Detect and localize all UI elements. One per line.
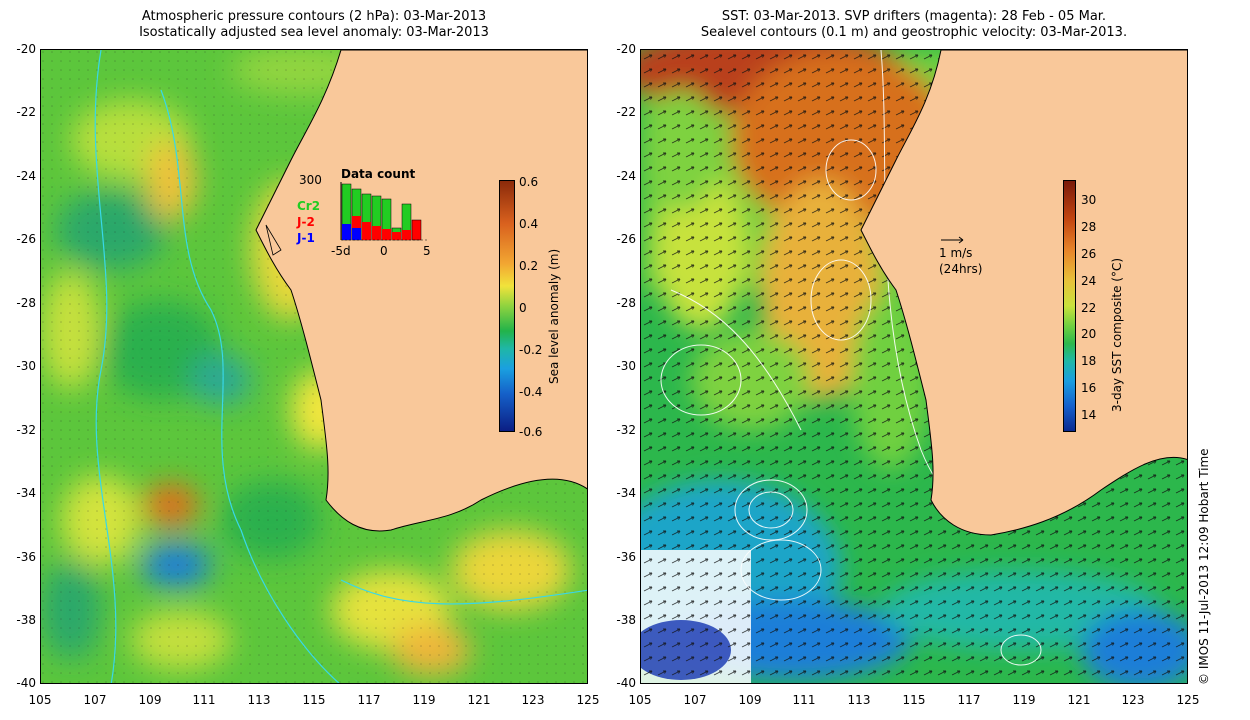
sla-colorbar-label: Sea level anomaly (m) <box>547 248 561 384</box>
land-mass-right <box>860 50 1187 536</box>
left-title-line2: Isostatically adjusted sea level anomaly… <box>139 25 489 40</box>
lon-tick: 115 <box>902 693 926 707</box>
lat-tick: -24 <box>16 169 36 183</box>
lon-tick: 117 <box>957 693 981 707</box>
sst-colorbar <box>1063 180 1076 432</box>
lon-tick: 117 <box>357 693 381 707</box>
sst-tick: 14 <box>1081 408 1097 422</box>
lon-tick: 113 <box>247 693 271 707</box>
lat-tick: -30 <box>616 359 636 373</box>
sst-field <box>641 50 1187 683</box>
lon-tick: 123 <box>521 693 545 707</box>
legend-j2: J-2 <box>297 215 315 229</box>
lon-tick: 115 <box>302 693 326 707</box>
sea-level-colorbar <box>499 180 515 432</box>
lat-tick: -36 <box>616 550 636 564</box>
sla-tick: 0.2 <box>519 259 539 273</box>
lon-tick: 113 <box>847 693 871 707</box>
sst-tick: 18 <box>1081 354 1097 368</box>
lat-tick: -40 <box>616 676 636 690</box>
lat-tick: -22 <box>16 105 36 119</box>
lon-tick: 125 <box>576 693 600 707</box>
lat-tick: -28 <box>616 296 636 310</box>
lon-tick: 125 <box>1176 693 1200 707</box>
sla-tick: -0.6 <box>519 425 543 439</box>
lat-tick: -36 <box>16 550 36 564</box>
right-panel-title: SST: 03-Mar-2013. SVP drifters (magenta)… <box>640 9 1188 41</box>
sst-colorbar-label: 3-day SST composite (°C) <box>1110 257 1124 412</box>
lon-tick: 109 <box>138 693 162 707</box>
lat-tick: -22 <box>616 105 636 119</box>
lat-tick: -26 <box>616 232 636 246</box>
data-count-title: Data count <box>341 167 416 181</box>
lon-tick: 121 <box>467 693 491 707</box>
sst-tick: 26 <box>1081 247 1097 261</box>
lon-tick: 123 <box>1121 693 1145 707</box>
sla-tick: 0.4 <box>519 217 539 231</box>
hist-tick-5: 5 <box>423 244 431 258</box>
sst-tick: 30 <box>1081 193 1097 207</box>
lon-tick: 119 <box>412 693 436 707</box>
sst-tick: 20 <box>1081 327 1097 341</box>
lon-tick: 111 <box>792 693 816 707</box>
lon-tick: 107 <box>683 693 707 707</box>
left-title-line1: Atmospheric pressure contours (2 hPa): 0… <box>141 9 487 24</box>
lat-tick: -40 <box>16 676 36 690</box>
data-count-max-label: 300 <box>299 173 322 187</box>
lon-tick: 107 <box>83 693 107 707</box>
lat-tick: -20 <box>616 42 636 56</box>
left-panel-title: Atmospheric pressure contours (2 hPa): 0… <box>40 9 588 41</box>
lat-tick: -32 <box>616 423 636 437</box>
lat-tick: -38 <box>616 613 636 627</box>
histogram-bars <box>341 183 422 241</box>
legend-j1: J-1 <box>297 231 315 245</box>
hist-tick-minus5d: -5d <box>331 244 351 258</box>
lon-tick: 105 <box>628 693 652 707</box>
sst-map: 1 m/s (24hrs) <box>640 49 1188 684</box>
lon-tick: 105 <box>28 693 52 707</box>
lat-tick: -28 <box>16 296 36 310</box>
sla-tick: -0.4 <box>519 385 543 399</box>
scale-arrow-period: (24hrs) <box>939 262 983 276</box>
lat-tick: -38 <box>16 613 36 627</box>
sst-tick: 24 <box>1081 274 1097 288</box>
lon-tick: 121 <box>1067 693 1091 707</box>
lat-tick: -20 <box>16 42 36 56</box>
hist-tick-0: 0 <box>380 244 388 258</box>
sst-tick: 16 <box>1081 381 1097 395</box>
scale-arrow <box>941 236 964 244</box>
sla-tick: -0.2 <box>519 343 543 357</box>
right-title-line2: Sealevel contours (0.1 m) and geostrophi… <box>700 25 1128 40</box>
lon-tick: 109 <box>738 693 762 707</box>
lon-tick: 119 <box>1012 693 1036 707</box>
scale-arrow-speed: 1 m/s <box>939 246 973 260</box>
lat-tick: -26 <box>16 232 36 246</box>
right-title-line1: SST: 03-Mar-2013. SVP drifters (magenta)… <box>721 9 1107 24</box>
data-count-histogram <box>340 182 428 241</box>
lon-tick: 111 <box>192 693 216 707</box>
sst-tick: 22 <box>1081 301 1097 315</box>
sst-tick: 28 <box>1081 220 1097 234</box>
lat-tick: -30 <box>16 359 36 373</box>
sla-tick: 0.6 <box>519 175 539 189</box>
lat-tick: -34 <box>16 486 36 500</box>
legend-cr2: Cr2 <box>297 199 321 213</box>
lat-tick: -24 <box>616 169 636 183</box>
imos-credit: © IMOS 11-Jul-2013 12:09 Hobart Time <box>1197 448 1211 685</box>
sla-tick: 0 <box>519 301 527 315</box>
lat-tick: -32 <box>16 423 36 437</box>
lat-tick: -34 <box>616 486 636 500</box>
